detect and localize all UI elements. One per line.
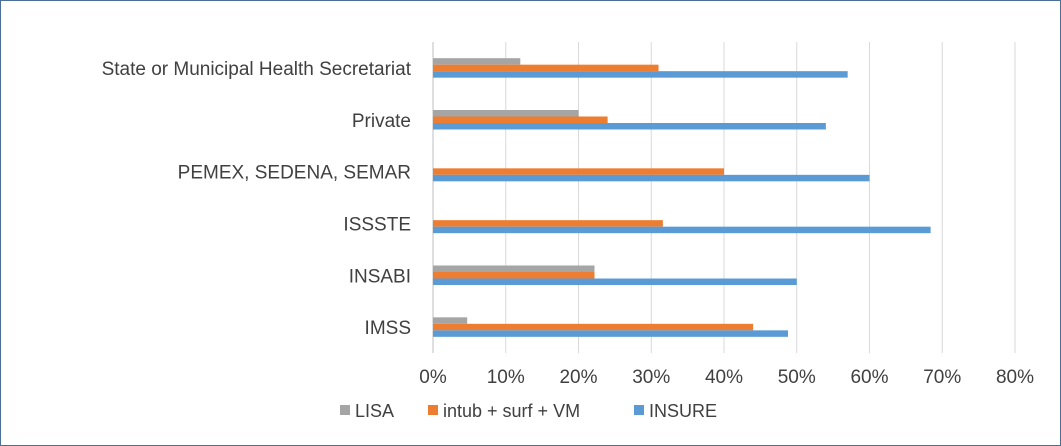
x-tick-label: 80% xyxy=(996,367,1034,388)
x-tick-label: 50% xyxy=(778,367,816,388)
x-tick-label: 70% xyxy=(923,367,961,388)
bar-insure-3 xyxy=(433,226,931,234)
x-tick-label: 60% xyxy=(850,367,888,388)
bar-intub-surf-vm-2 xyxy=(433,168,724,175)
bar-intub-surf-vm-4 xyxy=(433,272,595,279)
legend-label: INSURE xyxy=(649,401,717,421)
bar-intub-surf-vm-1 xyxy=(433,116,608,123)
bar-insure-0 xyxy=(433,71,848,78)
bar-insure-4 xyxy=(433,278,797,285)
legend-label: LISA xyxy=(355,401,394,421)
bar-insure-2 xyxy=(433,174,870,182)
bars xyxy=(433,58,931,337)
x-tick-label: 20% xyxy=(559,367,597,388)
legend-swatch-2 xyxy=(634,405,644,415)
category-labels: State or Municipal Health Secretariat Pri… xyxy=(102,59,412,339)
gridlines xyxy=(432,42,1016,353)
legend: LISA intub + surf + VM INSURE xyxy=(340,401,717,421)
bar-intub-surf-vm-5 xyxy=(433,323,754,331)
x-tick-label: 30% xyxy=(632,367,670,388)
category-label: Private xyxy=(352,111,411,132)
x-tick-label: 10% xyxy=(487,367,525,388)
category-label: PEMEX, SEDENA, SEMAR xyxy=(178,163,411,184)
bar-intub-surf-vm-3 xyxy=(433,220,663,227)
legend-swatch-1 xyxy=(428,405,438,415)
x-axis-ticks: 0% 10% 20% 30% 40% 50% 60% 70% 80% xyxy=(419,367,1034,388)
x-tick-label: 0% xyxy=(419,367,447,388)
category-label: INSABI xyxy=(349,266,411,287)
legend-label: intub + surf + VM xyxy=(443,401,580,421)
bar-lisa-5 xyxy=(433,317,468,324)
bar-lisa-4 xyxy=(433,265,595,272)
bar-insure-5 xyxy=(433,330,789,337)
category-label: ISSSTE xyxy=(343,214,411,235)
x-tick-label: 40% xyxy=(705,367,743,388)
bar-intub-surf-vm-0 xyxy=(433,64,659,72)
category-label: State or Municipal Health Secretariat xyxy=(102,59,412,80)
category-label: IMSS xyxy=(365,318,411,339)
bar-insure-1 xyxy=(433,123,826,130)
legend-swatch-0 xyxy=(340,405,350,415)
bar-lisa-0 xyxy=(433,58,521,65)
bar-lisa-1 xyxy=(433,110,579,117)
